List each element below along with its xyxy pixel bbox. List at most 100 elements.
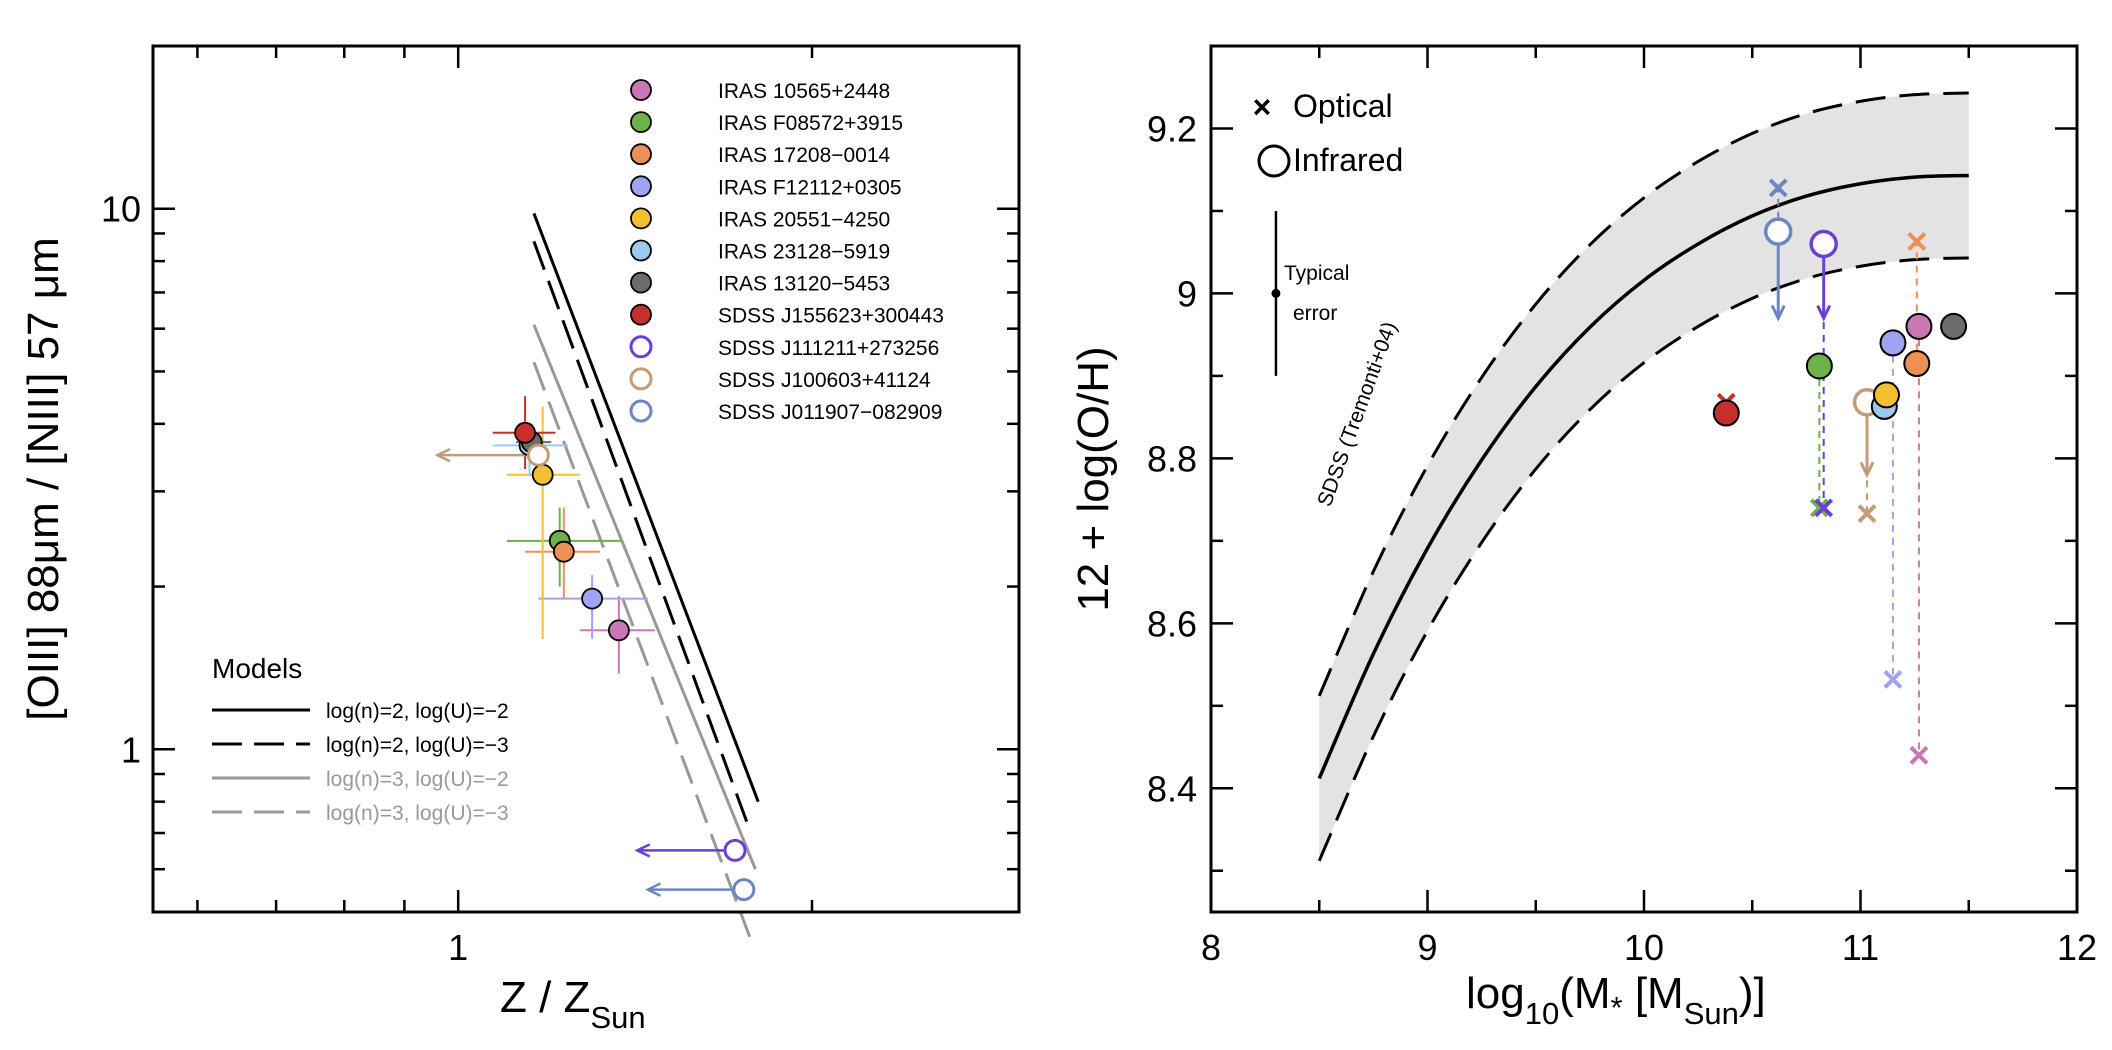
models-legend: Models log(n)=2, log(U)=−2 log(n)=2, log(… (212, 653, 509, 825)
x-tick-label: 1 (448, 927, 468, 968)
models-title: Models (212, 653, 302, 684)
data-points (514, 421, 756, 902)
data-points (1712, 178, 1968, 765)
axis-ticks: 8 9 10 11 12 8.4 8.6 8.8 9 9.2 (1147, 44, 2097, 968)
infrared-point (1940, 312, 1968, 340)
legend-label: SDSS J011907−082909 (718, 401, 942, 424)
y-tick-label: 9.2 (1147, 108, 1197, 149)
infrared-point (1763, 217, 1793, 246)
legend-label: SDSS J155623+300443 (718, 305, 944, 328)
infrared-point (1872, 381, 1900, 409)
model-legend-label-4: log(n)=3, log(U)=−3 (326, 802, 509, 825)
x-tick-label: 9 (1417, 927, 1437, 968)
infrared-legend-label: Infrared (1293, 142, 1403, 178)
right-x-axis-title-main: log (1466, 969, 1525, 1018)
right-x-axis-title-star: * (1611, 990, 1623, 1025)
x-tick-label: 8 (1201, 927, 1221, 968)
model-line-4 (532, 361, 752, 938)
y-tick-label: 1 (121, 729, 141, 770)
y-tick-label: 8.8 (1147, 438, 1197, 479)
data-point (526, 443, 550, 467)
left-y-axis-title: [OIII] 88μm / [NIII] 57 μm (19, 237, 68, 720)
legend-label: IRAS F12112+0305 (718, 176, 902, 199)
data-point (607, 619, 630, 642)
model-lines (532, 212, 760, 938)
upper-limit-arrow-head (434, 447, 451, 463)
typical-error-bar: Typical error (1271, 210, 1349, 376)
right-x-axis-title-sub: 10 (1525, 996, 1559, 1031)
upper-limit-arrow-head (1770, 304, 1786, 322)
relation-scatter-band (1317, 91, 1969, 862)
right-x-axis-title-bracket: [M (1623, 969, 1684, 1018)
infrared-point (1712, 399, 1740, 427)
x-tick-label: 11 (1842, 927, 1879, 968)
legend-marker (630, 79, 652, 101)
legend-marker (630, 175, 652, 198)
y-tick-label: 9 (1177, 273, 1197, 314)
y-tick-label: 8.6 (1147, 603, 1197, 644)
optical-marker (1857, 504, 1877, 524)
optical-marker-stroke (1814, 498, 1834, 518)
infrared-marker-symbol (1257, 144, 1291, 178)
upper-limit-arrow (644, 882, 733, 897)
upper-limit-arrow-head (644, 882, 662, 897)
upper-limit-arrow (1816, 255, 1832, 322)
legend-label: IRAS 10565+2448 (718, 80, 890, 103)
right-x-axis-title-rest: (M (1559, 969, 1610, 1018)
infrared-point (1903, 350, 1931, 378)
upper-limit-arrow (1859, 414, 1875, 479)
x-tick-label: 12 (2057, 927, 2097, 968)
optical-marker-stroke (1809, 498, 1829, 518)
left-x-axis-title-main: Z / Z (500, 973, 590, 1022)
typical-error-label-2: error (1293, 302, 1337, 325)
data-point (732, 878, 756, 902)
infrared-point (1805, 352, 1833, 380)
data-point (514, 421, 536, 444)
data-point (723, 838, 747, 862)
upper-limit-arrow-head (1816, 304, 1832, 322)
x-tick-label: 10 (1624, 927, 1664, 968)
infrared-point (1809, 229, 1838, 259)
upper-limit-arrow-head (634, 843, 651, 858)
left-plot-frame (151, 44, 1021, 914)
right-x-axis-title-sub2: Sun (1684, 996, 1739, 1031)
legend-marker (630, 111, 652, 133)
legend-label: IRAS 17208−0014 (718, 144, 891, 167)
left-x-axis-title: Z / ZSun (500, 973, 646, 1035)
legend-label: IRAS 20551−4250 (718, 208, 890, 231)
upper-limit-arrow (434, 447, 528, 463)
optical-marker-stroke (1768, 178, 1788, 198)
legend-marker (629, 367, 653, 391)
optical-marker (1768, 178, 1788, 198)
optical-marker (1907, 232, 1927, 251)
legend-marker (630, 207, 652, 230)
optical-marker-stroke (1907, 232, 1927, 251)
upper-limit-arrow-head (1859, 461, 1875, 479)
typical-error-label-1: Typical (1284, 262, 1349, 285)
infrared-point (1905, 312, 1933, 340)
relation-label: SDSS (Tremonti+04) (1313, 319, 1401, 510)
infrared-point (1879, 329, 1907, 357)
legend-marker (630, 271, 652, 294)
right-x-axis-title-end: )] (1739, 969, 1766, 1018)
optical-marker (1809, 498, 1829, 518)
model-legend-label-3: log(n)=3, log(U)=−2 (326, 768, 509, 791)
optical-legend-label: Optical (1293, 88, 1393, 124)
right-panel: 8 9 10 11 12 8.4 8.6 8.8 9 9.2 × Optical Infrared… (1069, 44, 2097, 1031)
optical-marker-symbol: × (1253, 89, 1272, 125)
typical-error-point (1271, 288, 1281, 298)
legend-label: IRAS 23128−5919 (718, 241, 890, 264)
marker-legend: × Optical Infrared (1253, 88, 1404, 178)
legend-label: SDSS J100603+41124 (718, 369, 931, 392)
legend-marker (630, 303, 652, 326)
relation-band (1319, 93, 1969, 861)
optical-marker-stroke (1909, 745, 1929, 765)
legend-marker (630, 239, 652, 262)
model-line-3 (532, 324, 757, 870)
y-tick-label: 10 (101, 189, 141, 230)
optical-marker-stroke (1857, 504, 1877, 524)
model-legend-label-1: log(n)=2, log(U)=−2 (326, 700, 509, 723)
y-tick-label: 8.4 (1147, 768, 1197, 809)
